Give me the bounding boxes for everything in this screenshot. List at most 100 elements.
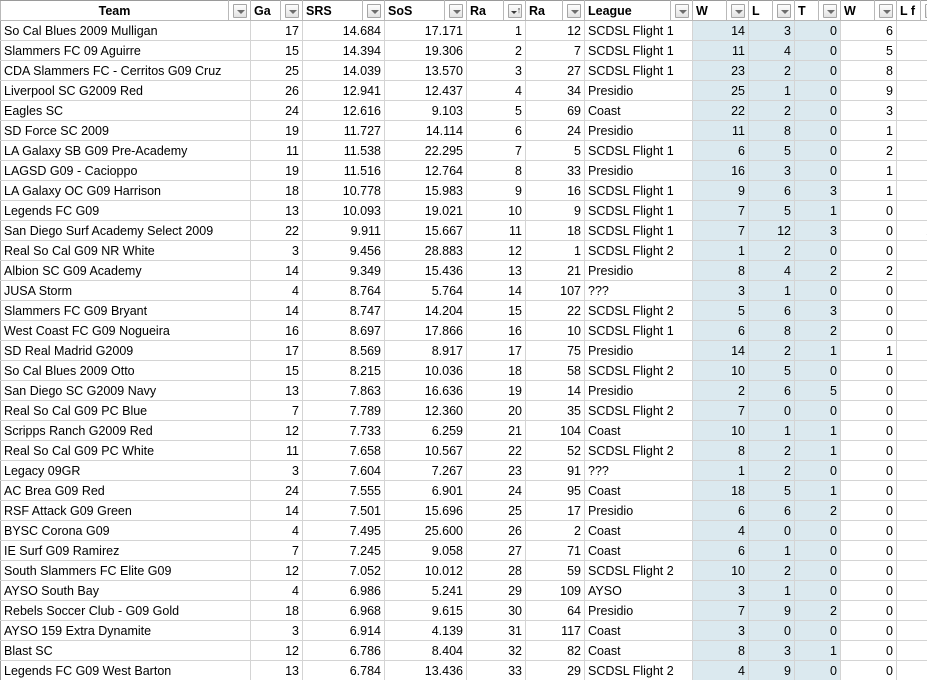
cell-w2[interactable]: 0	[840, 280, 897, 301]
column-header-rank1[interactable]: Ra	[466, 0, 504, 21]
cell-l2[interactable]: 6	[896, 660, 927, 680]
cell-l2[interactable]: 0	[896, 580, 927, 601]
cell-w1[interactable]: 11	[692, 120, 749, 141]
cell-l1[interactable]: 6	[748, 380, 795, 401]
cell-l2[interactable]: 8	[896, 120, 927, 141]
cell-t1[interactable]: 0	[794, 160, 841, 181]
cell-t1[interactable]: 1	[794, 440, 841, 461]
table-row[interactable]: San Diego Surf Academy Select 2009 22 9.91…	[0, 220, 927, 241]
cell-team[interactable]: West Coast FC G09 Nogueira	[0, 320, 251, 341]
cell-rank2[interactable]: 91	[525, 460, 585, 481]
cell-sos[interactable]: 6.259	[384, 420, 467, 441]
cell-rank1[interactable]: 20	[466, 400, 526, 421]
cell-srs[interactable]: 10.093	[302, 200, 385, 221]
cell-league[interactable]: SCDSL Flight 1	[584, 180, 693, 201]
cell-t1[interactable]: 0	[794, 620, 841, 641]
cell-l1[interactable]: 12	[748, 220, 795, 241]
cell-team[interactable]: So Cal Blues 2009 Mulligan	[0, 20, 251, 41]
cell-t1[interactable]: 0	[794, 660, 841, 680]
cell-rank1[interactable]: 33	[466, 660, 526, 680]
cell-league[interactable]: Presidio	[584, 600, 693, 621]
cell-games[interactable]: 24	[250, 480, 303, 501]
cell-sos[interactable]: 12.360	[384, 400, 467, 421]
cell-rank2[interactable]: 59	[525, 560, 585, 581]
cell-w2[interactable]: 2	[840, 140, 897, 161]
cell-l2[interactable]: 1	[896, 80, 927, 101]
cell-l2[interactable]: 4	[896, 40, 927, 61]
table-row[interactable]: CDA Slammers FC - Cerritos G09 Cruz 25 14.…	[0, 60, 927, 81]
cell-w1[interactable]: 10	[692, 360, 749, 381]
cell-w1[interactable]: 16	[692, 160, 749, 181]
cell-sos[interactable]: 15.436	[384, 260, 467, 281]
cell-team[interactable]: Legacy 09GR	[0, 460, 251, 481]
cell-srs[interactable]: 8.764	[302, 280, 385, 301]
cell-rank1[interactable]: 22	[466, 440, 526, 461]
cell-rank1[interactable]: 24	[466, 480, 526, 501]
cell-league[interactable]: Presidio	[584, 380, 693, 401]
cell-srs[interactable]: 6.914	[302, 620, 385, 641]
cell-league[interactable]: SCDSL Flight 1	[584, 140, 693, 161]
cell-rank1[interactable]: 10	[466, 200, 526, 221]
filter-dropdown-icon[interactable]	[448, 3, 463, 18]
cell-team[interactable]: Slammers FC G09 Bryant	[0, 300, 251, 321]
cell-t1[interactable]: 0	[794, 20, 841, 41]
table-row[interactable]: IE Surf G09 Ramirez 7 7.245 9.058 27 71 Coast 6…	[0, 540, 927, 561]
column-header-srs[interactable]: SRS	[302, 0, 363, 21]
cell-t1[interactable]: 2	[794, 320, 841, 341]
cell-games[interactable]: 13	[250, 660, 303, 680]
cell-sos[interactable]: 17.866	[384, 320, 467, 341]
cell-team[interactable]: Slammers FC 09 Aguirre	[0, 40, 251, 61]
cell-l2[interactable]: 0	[896, 400, 927, 421]
cell-rank2[interactable]: 64	[525, 600, 585, 621]
cell-srs[interactable]: 7.658	[302, 440, 385, 461]
cell-l1[interactable]: 9	[748, 660, 795, 680]
cell-w2[interactable]: 1	[840, 120, 897, 141]
filter-button-league[interactable]	[670, 0, 693, 21]
cell-games[interactable]: 14	[250, 300, 303, 321]
cell-team[interactable]: Eagles SC	[0, 100, 251, 121]
cell-l1[interactable]: 5	[748, 480, 795, 501]
cell-rank2[interactable]: 5	[525, 140, 585, 161]
cell-l1[interactable]: 2	[748, 460, 795, 481]
cell-l1[interactable]: 8	[748, 320, 795, 341]
cell-team[interactable]: LA Galaxy OC G09 Harrison	[0, 180, 251, 201]
cell-rank1[interactable]: 11	[466, 220, 526, 241]
filter-button-team[interactable]	[228, 0, 251, 21]
cell-w1[interactable]: 8	[692, 440, 749, 461]
cell-t1[interactable]: 0	[794, 560, 841, 581]
cell-rank2[interactable]: 58	[525, 360, 585, 381]
cell-games[interactable]: 12	[250, 560, 303, 581]
table-row[interactable]: LAGSD G09 - Cacioppo 19 11.516 12.764 8 33 Pre…	[0, 160, 927, 181]
table-row[interactable]: Legends FC G09 13 10.093 19.021 10 9 SCDSL Fli…	[0, 200, 927, 221]
cell-srs[interactable]: 8.569	[302, 340, 385, 361]
cell-w1[interactable]: 3	[692, 280, 749, 301]
cell-league[interactable]: Coast	[584, 100, 693, 121]
cell-w2[interactable]: 0	[840, 540, 897, 561]
cell-rank1[interactable]: 21	[466, 420, 526, 441]
cell-sos[interactable]: 15.983	[384, 180, 467, 201]
cell-rank2[interactable]: 52	[525, 440, 585, 461]
cell-l1[interactable]: 3	[748, 160, 795, 181]
cell-team[interactable]: JUSA Storm	[0, 280, 251, 301]
cell-l1[interactable]: 3	[748, 640, 795, 661]
cell-srs[interactable]: 11.538	[302, 140, 385, 161]
cell-w2[interactable]: 0	[840, 500, 897, 521]
cell-t1[interactable]: 2	[794, 600, 841, 621]
cell-team[interactable]: RSF Attack G09 Green	[0, 500, 251, 521]
cell-w2[interactable]: 0	[840, 660, 897, 680]
cell-games[interactable]: 13	[250, 200, 303, 221]
cell-league[interactable]: Coast	[584, 480, 693, 501]
filter-dropdown-icon[interactable]	[674, 3, 689, 18]
cell-sos[interactable]: 25.600	[384, 520, 467, 541]
cell-team[interactable]: AYSO South Bay	[0, 580, 251, 601]
cell-t1[interactable]: 2	[794, 260, 841, 281]
cell-league[interactable]: SCDSL Flight 2	[584, 300, 693, 321]
filter-dropdown-icon[interactable]	[878, 3, 893, 18]
cell-team[interactable]: Blast SC	[0, 640, 251, 661]
cell-sos[interactable]: 19.306	[384, 40, 467, 61]
cell-l1[interactable]: 1	[748, 420, 795, 441]
cell-l2[interactable]: 0	[896, 560, 927, 581]
cell-l1[interactable]: 1	[748, 580, 795, 601]
cell-rank2[interactable]: 12	[525, 20, 585, 41]
